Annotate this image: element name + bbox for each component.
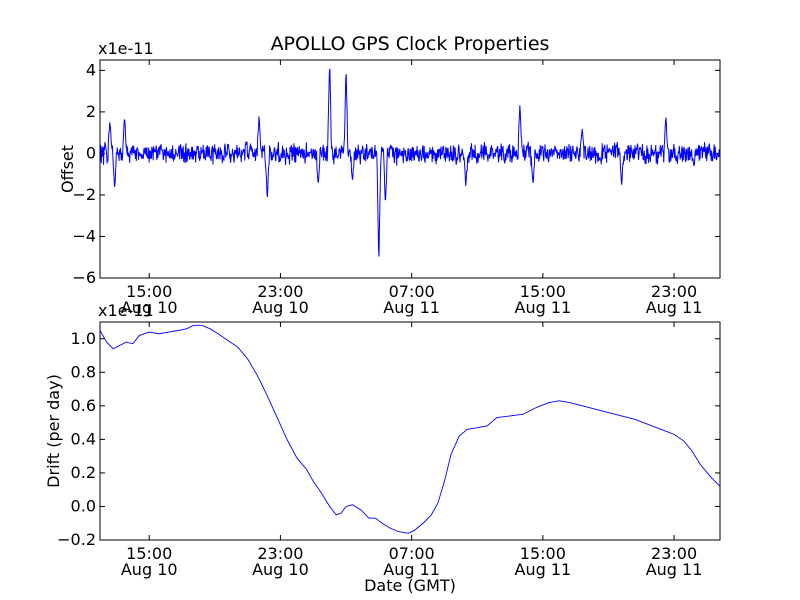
drift-y-tick-label: 1.0 [71, 329, 96, 348]
offset-x-tick-label-time: 15:00 [520, 282, 566, 301]
drift-y-tick-label: 0.2 [71, 463, 96, 482]
drift-x-tick-label-time: 15:00 [126, 544, 172, 563]
offset-y-tick-label: 4 [86, 60, 96, 79]
drift-y-tick-label: 0.0 [71, 496, 96, 515]
drift-series-line [100, 324, 720, 534]
offset-plot-frame [99, 59, 721, 279]
drift-x-tick-label-date: Aug 11 [515, 560, 572, 579]
offset-x-tick-label-time: 15:00 [126, 282, 172, 301]
offset-x-tick-label-time: 07:00 [389, 282, 435, 301]
drift-plot-frame [99, 321, 721, 541]
offset-scale-label: x1e-11 [98, 39, 154, 58]
drift-x-tick-label-time: 07:00 [389, 544, 435, 563]
offset-x-tick-label-time: 23:00 [651, 282, 697, 301]
drift-scale-label: x1e-11 [98, 301, 154, 320]
drift-x-tick-label-date: Aug 11 [646, 560, 703, 579]
drift-x-tick-label-date: Aug 10 [121, 560, 178, 579]
drift-panel: x1e-11 Drift (per day) −0.2 0.0 0.2 0.4 0.6 0… [44, 301, 721, 579]
drift-y-tick-label: 0.8 [71, 362, 96, 381]
x-axis-label: Date (GMT) [364, 576, 456, 595]
drift-x-tick-label-time: 23:00 [651, 544, 697, 563]
offset-x-tick-label-date: Aug 10 [252, 298, 309, 317]
drift-y-tick-label: 0.6 [71, 396, 96, 415]
drift-y-axis-label: Drift (per day) [44, 374, 63, 488]
drift-y-tick-label: 0.4 [71, 429, 96, 448]
drift-y-tick-label: −0.2 [57, 530, 96, 549]
drift-x-tick-label-date: Aug 10 [252, 560, 309, 579]
drift-x-tick-label-time: 15:00 [520, 544, 566, 563]
offset-x-tick-label-date: Aug 11 [646, 298, 703, 317]
offset-y-axis-label: Offset [58, 145, 77, 193]
offset-series-line [100, 68, 720, 257]
drift-x-tick-label-date: Aug 11 [383, 560, 440, 579]
offset-x-tick-label-date: Aug 11 [515, 298, 572, 317]
offset-y-tick-label: 0 [86, 143, 96, 162]
offset-x-tick-label-date: Aug 11 [383, 298, 440, 317]
offset-series-layer [100, 68, 720, 257]
offset-x-tick-label-time: 23:00 [257, 282, 303, 301]
offset-y-tick-label: 2 [86, 102, 96, 121]
offset-y-tick-label: −6 [72, 268, 96, 287]
offset-y-tick-label: −4 [72, 226, 96, 245]
chart-title: APOLLO GPS Clock Properties [271, 33, 550, 55]
offset-x-tick-label-date: Aug 10 [121, 298, 178, 317]
offset-y-tick-label: −2 [72, 185, 96, 204]
drift-series-layer [100, 324, 720, 534]
drift-x-tick-label-time: 23:00 [257, 544, 303, 563]
